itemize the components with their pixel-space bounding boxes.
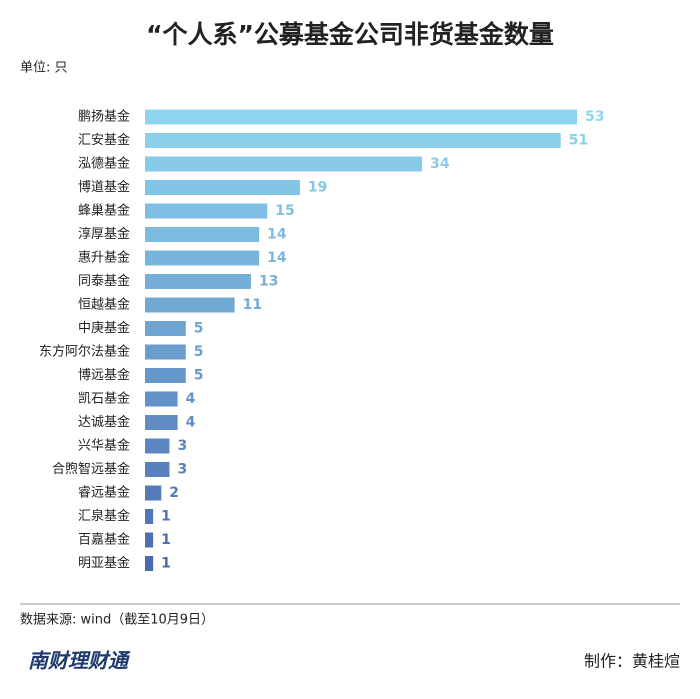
bar [145, 180, 300, 195]
value-label: 11 [243, 297, 262, 313]
bar [145, 438, 170, 454]
bar [145, 297, 235, 313]
category-label: 蜂巢基金 [78, 203, 130, 219]
value-label: 5 [194, 344, 204, 360]
bar [145, 250, 260, 266]
bar [145, 344, 186, 360]
bar [145, 227, 260, 242]
category-label: 明亚基金 [78, 555, 130, 571]
bar [145, 321, 186, 336]
unit-label: 单位: 只 [20, 61, 68, 76]
value-label: 34 [430, 156, 450, 172]
bar [145, 368, 186, 383]
value-label: 1 [161, 509, 171, 525]
value-label: 53 [585, 109, 604, 125]
bar [145, 509, 154, 524]
value-label: 5 [194, 368, 204, 384]
logo: 南财理财通 [28, 649, 131, 673]
value-label: 19 [308, 180, 327, 196]
source-note: 数据来源: wind（截至10月9日） [20, 613, 214, 628]
value-label: 5 [194, 321, 204, 337]
value-label: 14 [267, 227, 287, 243]
bar [145, 156, 423, 172]
value-label: 3 [177, 438, 187, 454]
category-label: 同泰基金 [78, 273, 130, 289]
value-label: 14 [267, 250, 287, 266]
credit: 制作：黄桂煊 [584, 652, 680, 671]
bar [145, 485, 162, 501]
bar [145, 556, 154, 571]
bar [145, 274, 251, 289]
category-label: 汇安基金 [78, 132, 130, 148]
value-label: 15 [275, 203, 294, 219]
value-label: 3 [177, 462, 187, 478]
value-label: 4 [186, 391, 196, 407]
value-label: 51 [569, 133, 588, 149]
bar [145, 203, 268, 219]
category-label: 博远基金 [78, 367, 130, 383]
category-label: 恒越基金 [78, 297, 130, 313]
value-label: 1 [161, 532, 171, 548]
category-label: 鹏扬基金 [78, 109, 130, 125]
bar [145, 133, 561, 148]
category-label: 淳厚基金 [78, 226, 130, 242]
category-label: 凯石基金 [78, 391, 130, 407]
category-label: 合煦智远基金 [52, 461, 130, 477]
category-label: 东方阿尔法基金 [39, 344, 130, 360]
category-label: 中庚基金 [78, 320, 130, 336]
bar [145, 109, 577, 125]
category-label: 汇泉基金 [78, 508, 130, 524]
category-label: 兴华基金 [78, 438, 130, 454]
value-label: 2 [169, 485, 179, 501]
bar [145, 415, 178, 430]
category-label: 博道基金 [78, 179, 130, 195]
category-label: 百嘉基金 [78, 532, 130, 548]
category-label: 达诚基金 [78, 414, 130, 430]
value-label: 1 [161, 556, 171, 572]
category-label: 睿远基金 [78, 485, 130, 501]
bar [145, 532, 154, 548]
category-label: 惠升基金 [78, 250, 130, 266]
value-label: 4 [186, 415, 196, 431]
bar [145, 391, 178, 407]
chart-title: “个人系”公募基金公司非货基金数量 [146, 20, 554, 49]
category-label: 泓德基金 [78, 156, 130, 172]
bar [145, 462, 170, 477]
value-label: 13 [259, 274, 278, 290]
